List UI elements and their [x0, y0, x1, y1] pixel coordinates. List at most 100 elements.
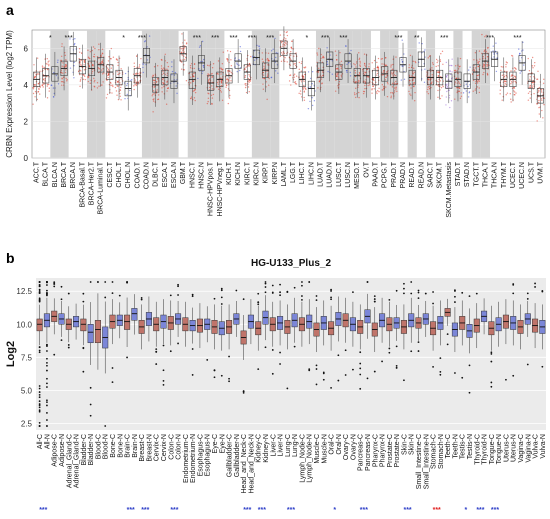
data-point [303, 66, 305, 69]
data-point [317, 71, 319, 74]
data-point [350, 49, 352, 52]
data-point [107, 76, 109, 79]
data-point [322, 55, 324, 58]
x-tick-label: THYM.T [501, 161, 508, 188]
data-point [514, 70, 516, 72]
x-tick-label: Small_Intestine-C [416, 434, 423, 489]
data-point [226, 50, 229, 52]
x-tick-label: Blood-N [103, 434, 110, 459]
outlier-point [191, 293, 194, 296]
data-point [456, 91, 458, 94]
data-point [61, 45, 63, 48]
data-point [355, 66, 357, 68]
data-point [69, 38, 71, 40]
data-point [340, 67, 342, 70]
x-tick-label: Colon-N [176, 434, 183, 460]
outlier-point [315, 295, 318, 297]
data-point [536, 120, 538, 122]
data-point [207, 92, 209, 94]
box [94, 320, 101, 344]
outlier-point [315, 383, 318, 386]
data-point [482, 73, 484, 76]
data-point [385, 86, 387, 88]
data-point [473, 59, 475, 61]
data-point [167, 87, 169, 89]
data-point [107, 74, 110, 76]
data-point [166, 90, 168, 92]
data-point [460, 95, 463, 97]
x-tick-label: KICH.N [235, 162, 242, 186]
data-point [387, 83, 389, 85]
outlier-point [257, 303, 260, 306]
data-point [485, 50, 487, 53]
outlier-point [191, 374, 194, 376]
data-point [160, 67, 163, 70]
outlier-point [257, 368, 260, 371]
data-point [208, 73, 210, 76]
data-point [202, 65, 204, 67]
x-tick-label: Skin-N [409, 434, 416, 455]
data-point [474, 89, 477, 91]
data-point [294, 82, 297, 85]
data-point [303, 77, 305, 79]
x-tick-label: Bone-C [110, 434, 117, 458]
data-point [355, 87, 357, 90]
data-point [442, 85, 444, 88]
x-tick-label: Uterus-C [503, 434, 510, 462]
data-point [505, 66, 507, 68]
outlier-point [526, 363, 529, 366]
data-point [445, 96, 448, 98]
data-point [386, 74, 388, 77]
data-point [280, 41, 283, 44]
data-point [93, 81, 95, 83]
data-point [302, 87, 304, 89]
data-point [263, 78, 266, 80]
data-point [226, 77, 228, 80]
data-point [285, 42, 287, 45]
data-point [37, 90, 40, 93]
outlier-point [220, 303, 223, 305]
data-point [519, 60, 521, 62]
data-point [441, 50, 444, 53]
data-point [381, 63, 383, 65]
data-point [146, 59, 149, 61]
outlier-point [89, 281, 92, 283]
significance-marker: *** [486, 35, 494, 42]
data-point [199, 45, 202, 47]
outlier-point [53, 285, 56, 288]
data-point [119, 72, 121, 74]
data-point [198, 46, 201, 48]
data-point [162, 70, 164, 72]
data-point [459, 97, 462, 100]
data-point [263, 65, 265, 67]
outlier-point [38, 387, 41, 390]
data-point [427, 86, 429, 88]
outlier-point [46, 377, 48, 380]
data-point [510, 101, 512, 103]
data-point [528, 70, 531, 72]
outlier-point [359, 373, 362, 376]
data-point [210, 94, 213, 97]
data-point [311, 104, 314, 107]
data-point [207, 100, 209, 103]
data-point [238, 59, 240, 61]
data-point [428, 55, 431, 58]
data-point [227, 71, 229, 73]
outlier-point [228, 377, 230, 380]
data-point [272, 48, 274, 50]
data-point [222, 51, 225, 53]
data-point [529, 76, 532, 78]
data-point [225, 86, 227, 88]
data-point [193, 89, 196, 92]
data-point [522, 41, 524, 44]
outlier-point [286, 387, 289, 390]
data-point [336, 59, 338, 61]
data-point [294, 81, 296, 84]
data-point [261, 58, 264, 60]
data-point [220, 84, 223, 87]
x-tick-label: Lung-N [292, 434, 299, 457]
data-point [279, 34, 282, 36]
data-point [46, 83, 49, 86]
data-point [244, 68, 246, 70]
data-point [346, 71, 348, 73]
